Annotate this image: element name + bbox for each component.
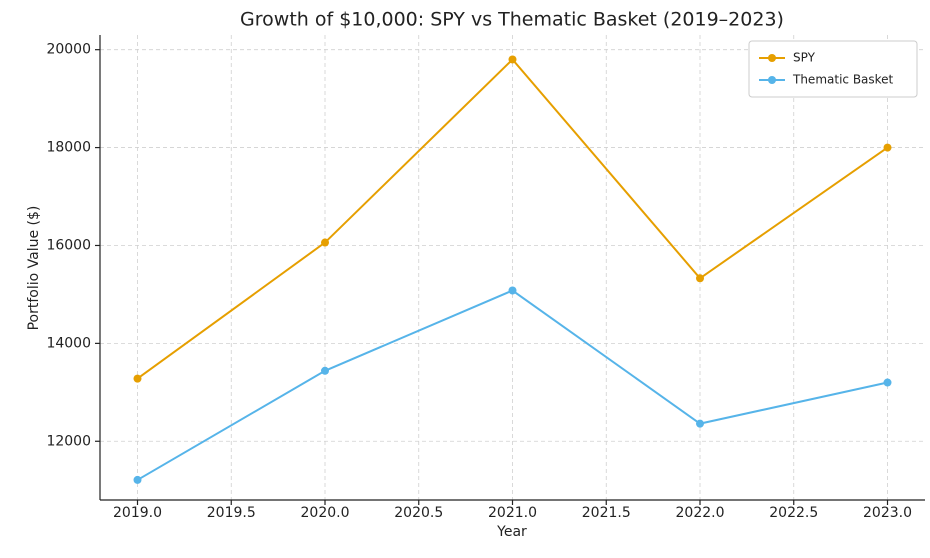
legend-box <box>748 40 918 98</box>
x-tick-label: 2021.5 <box>582 505 631 521</box>
point <box>696 419 704 428</box>
y-tick-label: 16000 <box>46 237 91 253</box>
x-tick-label: 2022.0 <box>676 505 725 521</box>
x-tick-label: 2019.0 <box>113 505 162 521</box>
x-tick-label: 2020.0 <box>301 505 350 521</box>
point <box>883 378 892 387</box>
x-tick-label: 2022.5 <box>769 505 818 521</box>
chart-title: Growth of $10,000: SPY vs Thematic Baske… <box>240 9 784 31</box>
legend-label: SPY <box>793 51 816 65</box>
point <box>696 274 704 283</box>
x-tick-label: 2020.5 <box>394 505 443 521</box>
legend-marker <box>768 54 776 62</box>
legend: SPY Thematic Basket <box>748 40 918 98</box>
point <box>133 475 142 484</box>
legend-marker <box>768 76 776 84</box>
x-tick-label: 2023.0 <box>863 505 912 521</box>
point <box>883 143 892 152</box>
y-tick-label: 12000 <box>46 433 91 449</box>
point <box>321 238 329 247</box>
x-tick-label: 2019.5 <box>207 505 256 521</box>
point <box>321 366 329 375</box>
y-tick-label: 20000 <box>46 42 91 58</box>
y-axis-label: Portfolio Value ($) <box>26 206 42 331</box>
legend-label: Thematic Basket <box>792 73 894 87</box>
x-axis-label: Year <box>496 524 527 540</box>
point <box>508 55 517 64</box>
y-tick-label: 14000 <box>46 335 91 351</box>
point <box>508 286 517 295</box>
y-tick-label: 18000 <box>46 140 91 156</box>
point <box>133 374 142 383</box>
x-tick-label: 2021.0 <box>488 505 537 521</box>
